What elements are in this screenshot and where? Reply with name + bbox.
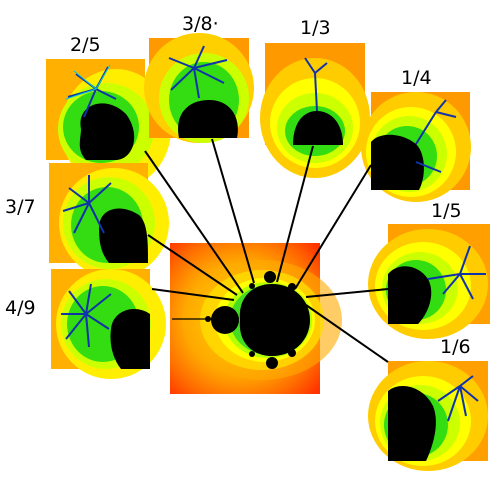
main-mandelbrot <box>170 243 342 394</box>
connector-1-3 <box>276 145 314 283</box>
connector-lines <box>144 138 389 363</box>
connector-3-7 <box>147 234 238 296</box>
thumbnail-2-5 <box>46 59 171 189</box>
label-1-5: 1/5 <box>431 200 462 222</box>
label-1-4: 1/4 <box>401 67 432 89</box>
thumbnail-1-6 <box>368 361 488 471</box>
thumbnail-1-4 <box>361 92 471 202</box>
thumbnail-3-8 <box>144 33 254 143</box>
connector-2-5 <box>144 150 244 294</box>
label-3-7: 3/7 <box>5 196 36 218</box>
label-4-9: 4/9 <box>5 297 36 319</box>
connector-4-9 <box>151 288 235 301</box>
thumbnail-1-3 <box>260 43 370 178</box>
label-2-5: 2/5 <box>70 34 101 56</box>
label-3-8: 3/8· <box>182 13 219 35</box>
connector-1-6 <box>305 304 389 363</box>
connector-1-5 <box>305 288 389 298</box>
connector-1-4 <box>294 164 372 290</box>
label-1-6: 1/6 <box>440 336 471 358</box>
thumbnail-3-7 <box>49 163 169 278</box>
connector-3-8 <box>211 138 255 284</box>
thumbnail-4-9 <box>51 269 166 379</box>
thumbnail-1-5 <box>368 224 490 339</box>
label-1-3: 1/3 <box>300 17 331 39</box>
